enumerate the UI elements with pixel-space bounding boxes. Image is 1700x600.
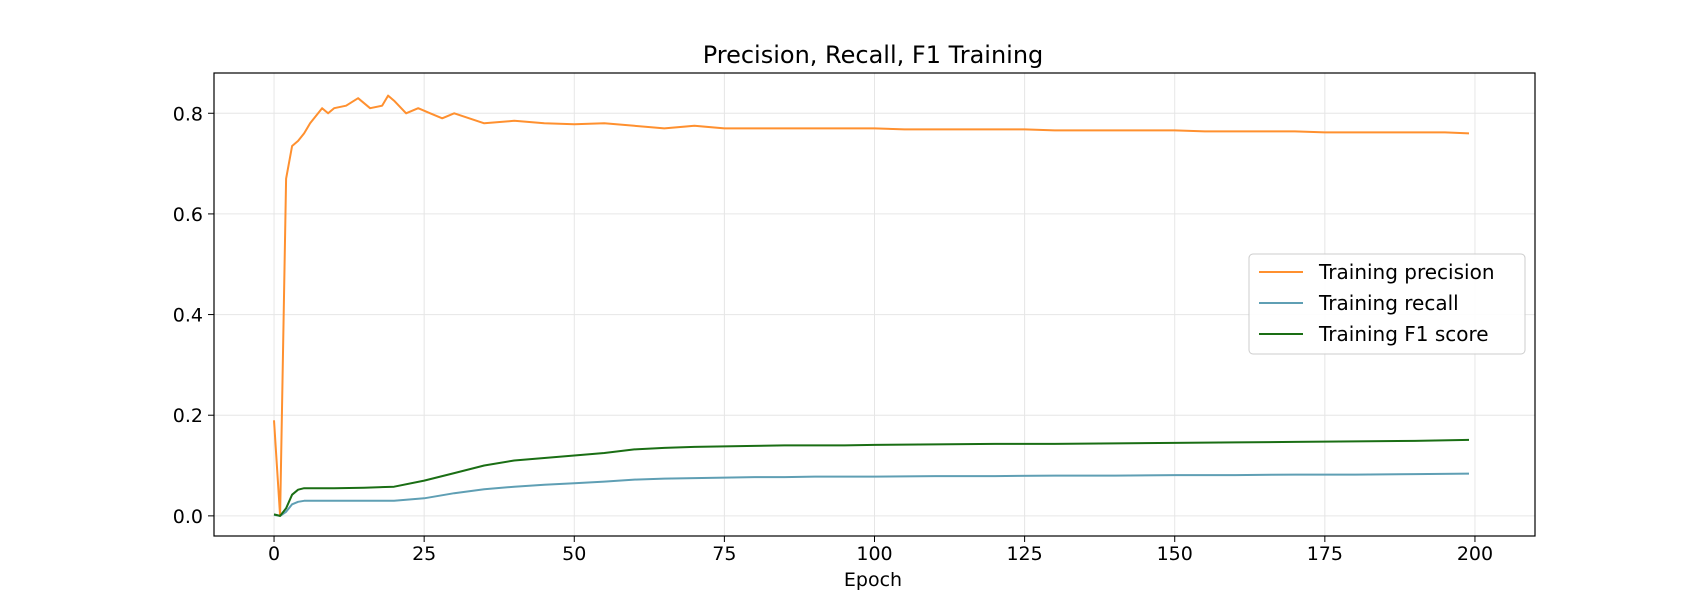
legend-label: Training recall: [1318, 291, 1459, 315]
series-line-training-recall: [273, 472, 1470, 517]
series-line-training-f1-score: [273, 438, 1470, 517]
legend: Training precision Training recall Trainin…: [1248, 253, 1526, 355]
x-tick-label: 150: [1157, 543, 1193, 565]
axis-ticks: 0 25 50 75 100 125 150 175 200 0.0 0.2 0.4 0.6 0.8: [173, 103, 1493, 565]
x-tick-label: 25: [412, 543, 436, 565]
series-line-training-precision: [273, 94, 1470, 517]
x-tick-label: 0: [268, 543, 280, 565]
x-tick-label: 100: [856, 543, 892, 565]
y-tick-label: 0.6: [173, 204, 203, 226]
x-tick-label: 200: [1457, 543, 1493, 565]
x-axis-label: Epoch: [844, 569, 902, 591]
y-tick-label: 0.8: [173, 103, 203, 125]
x-tick-label: 175: [1307, 543, 1343, 565]
y-tick-label: 0.4: [173, 305, 203, 327]
grid: [214, 73, 1535, 536]
x-tick-label: 125: [1006, 543, 1042, 565]
chart-title: Precision, Recall, F1 Training: [703, 41, 1044, 69]
series-layer: [273, 94, 1470, 517]
x-tick-label: 75: [712, 543, 736, 565]
x-tick-label: 50: [562, 543, 586, 565]
y-tick-label: 0.2: [173, 405, 203, 427]
y-tick-label: 0.0: [173, 506, 203, 528]
legend-box: [1248, 253, 1526, 355]
legend-label: Training precision: [1318, 260, 1495, 284]
legend-label: Training F1 score: [1318, 322, 1489, 346]
